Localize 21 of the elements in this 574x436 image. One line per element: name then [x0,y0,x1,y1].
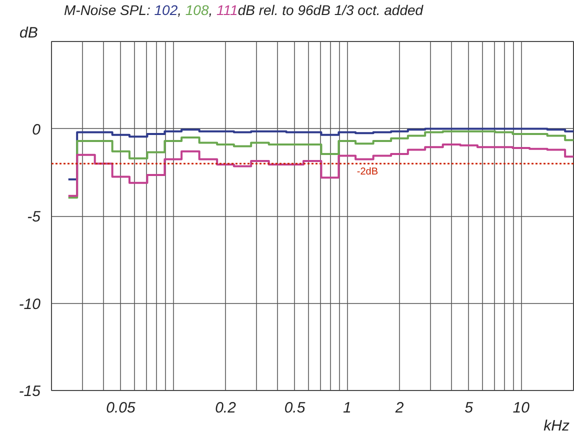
y-tick-label: -10 [18,296,42,313]
x-tick-label: 2 [394,400,404,416]
text: 102 [154,2,178,18]
x-axis-title: kHz [544,418,570,434]
x-tick-label: 10 [512,400,530,416]
y-axis-title: dB [20,24,38,42]
x-tick-label: 0.2 [215,400,237,416]
y-tick-label: -5 [27,208,42,226]
x-tick-label: 0.05 [106,400,136,416]
text: dB rel. to 96dB 1/3 oct. added [238,2,424,18]
x-tick-label: 0.5 [284,400,306,416]
chart-title: M-Noise SPL: [64,2,152,18]
text: 108 [185,2,209,18]
text: , [178,2,182,18]
text: , [208,2,214,18]
text: 111 [216,2,238,18]
y-tick-label: -15 [18,383,42,400]
y-tick-label: 0 [32,121,42,138]
ref-line-label: -2dB [356,166,378,178]
x-tick-label: 5 [464,400,474,416]
x-tick-label: 1 [342,400,352,416]
